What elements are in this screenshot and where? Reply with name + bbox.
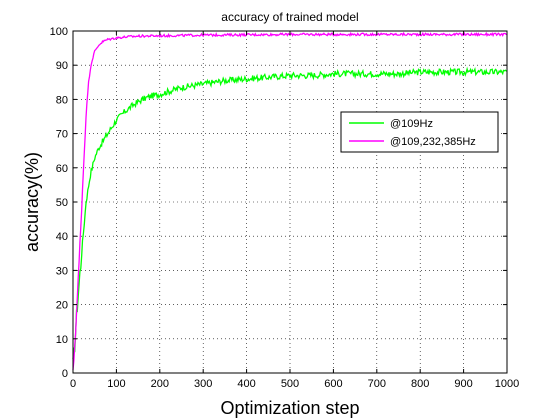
y-tick-label: 90 [56,60,68,72]
x-tick-label: 600 [324,378,342,390]
legend-label-109hz: @109Hz [390,118,433,130]
y-tick-label: 30 [56,265,68,277]
x-tick-label: 100 [107,378,125,390]
y-tick-label: 10 [56,334,68,346]
x-tick-label: 400 [237,378,255,390]
x-tick-label: 800 [411,378,429,390]
y-tick-label: 80 [56,94,68,106]
x-tick-label: 700 [368,378,386,390]
y-tick-label: 50 [56,197,68,209]
x-tick-label: 500 [281,378,299,390]
x-tick-label: 1000 [495,378,519,390]
x-tick-label: 900 [454,378,472,390]
y-tick-label: 40 [56,231,68,243]
x-tick-label: 200 [151,378,169,390]
chart-title: accuracy of trained model [221,10,358,24]
x-axis-label: Optimization step [220,398,359,418]
legend-label-multi-hz: @109,232,385Hz [390,136,476,148]
x-tick-label: 300 [194,378,212,390]
y-tick-label: 0 [62,368,68,380]
y-tick-label: 60 [56,163,68,175]
y-tick-label: 70 [56,129,68,141]
x-tick-label: 0 [70,378,76,390]
y-tick-label: 100 [50,26,68,38]
legend: @109Hz @109,232,385Hz [341,112,498,152]
y-tick-label: 20 [56,300,68,312]
y-axis-label: accuracy(%) [22,152,42,252]
